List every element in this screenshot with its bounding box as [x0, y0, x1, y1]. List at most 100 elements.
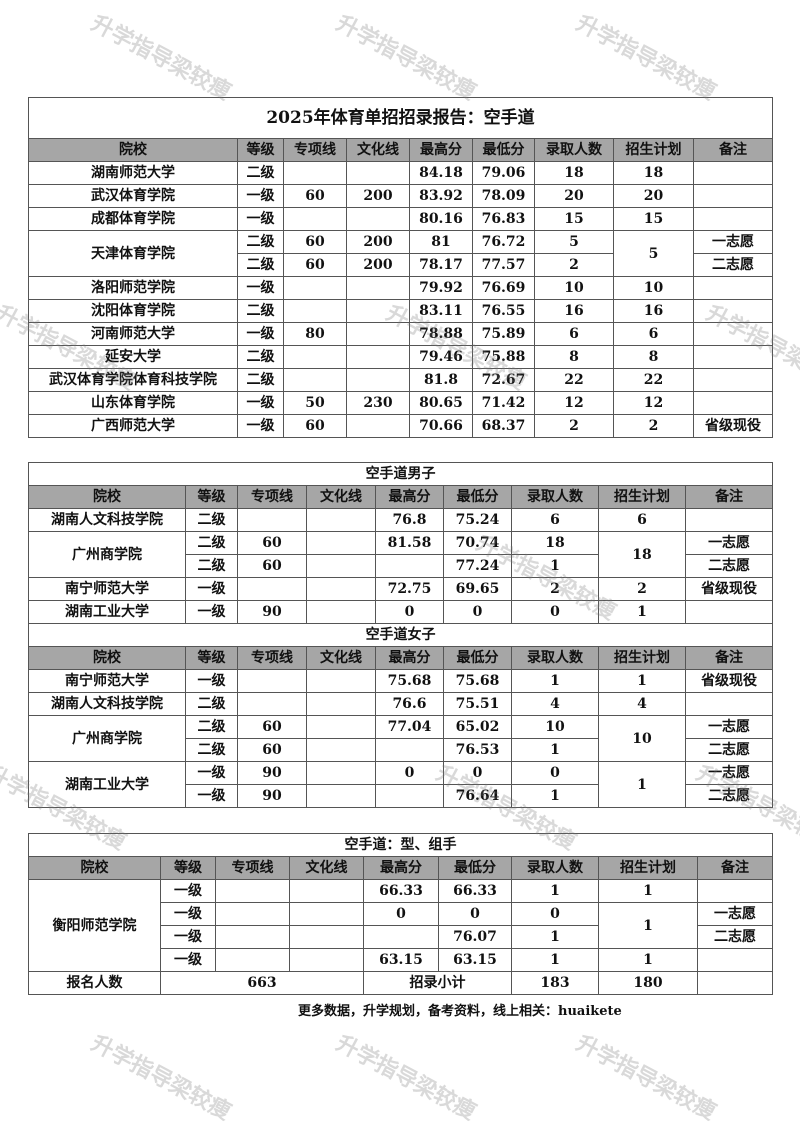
cell-min-score: 0 [443, 761, 512, 785]
cell-culture-line [346, 207, 410, 231]
cell-school: 湖南人文科技学院 [28, 508, 186, 532]
cell-special-line [283, 299, 347, 323]
table-row: 一级 90 76.64 1 二志愿 [29, 784, 774, 808]
cell-level: 二级 [185, 692, 238, 716]
cell-school: 武汉体育学院 [28, 184, 238, 208]
cell-admitted: 6 [511, 508, 599, 532]
cell-plan: 18 [598, 531, 686, 578]
cell-min-score: 75.68 [443, 669, 512, 693]
watermark: 升学指导梁较瘦 [86, 1031, 235, 1126]
cell-remark [692, 276, 774, 300]
cell-admitted: 1 [511, 669, 599, 693]
cell-admitted: 20 [534, 184, 614, 208]
cell-culture-line [306, 600, 376, 624]
cell-culture-line [306, 715, 376, 739]
cell-remark [692, 322, 774, 346]
column-header-remark: 备注 [684, 485, 774, 509]
cell-admitted: 12 [534, 391, 614, 415]
cell-admitted: 1 [511, 554, 599, 578]
cell-level: 二级 [185, 508, 238, 532]
table-row: 湖南人文科技学院 二级 76.6 75.51 4 4 [28, 692, 774, 716]
cell-special-line: 60 [237, 715, 307, 739]
cell-remark [684, 600, 774, 624]
table-row: 湖南工业大学 一级 90 0 0 0 1 [28, 600, 774, 624]
cell-plan: 15 [613, 207, 694, 231]
cell-culture-line [306, 784, 376, 808]
cell-remark [692, 368, 774, 392]
cell-special-line [283, 368, 347, 392]
cell-max-score: 75.68 [375, 669, 444, 693]
cell-max-score [375, 784, 444, 808]
cell-special-line: 60 [237, 738, 307, 762]
cell-plan: 5 [613, 230, 694, 277]
column-header-level: 等级 [160, 856, 216, 880]
cell-remark: 一志愿 [684, 761, 774, 785]
cell-level: 二级 [237, 230, 284, 254]
cell-remark [684, 692, 774, 716]
cell-special-line: 60 [283, 253, 347, 277]
column-header-min-score: 最低分 [438, 856, 512, 880]
table-karate-men-women: 空手道男子 院校 等级 专项线 文化线 最高分 最低分 录取人数 招生计划 备注 湖南人文科技学院二… [27, 462, 774, 808]
cell-min-score: 76.69 [472, 276, 535, 300]
cell-plan: 10 [598, 715, 686, 762]
column-header-special-line: 专项线 [237, 485, 307, 509]
summary-cell: 180 [598, 971, 698, 995]
cell-level: 一级 [185, 784, 238, 808]
table-karate-kata-kumite: 空手道：型、组手 院校 等级 专项线 文化线 最高分 最低分 录取人数 招生计划 备注 衡阳师范学院… [27, 833, 774, 995]
cell-level: 一级 [160, 879, 216, 903]
table-row: 二级 60 77.24 1 二志愿 [29, 554, 774, 578]
column-header-max-score: 最高分 [363, 856, 439, 880]
cell-remark: 一志愿 [696, 902, 774, 926]
column-header-school: 院校 [28, 646, 186, 670]
table-row: 河南师范大学 一级 80 78.88 75.89 6 6 [28, 322, 774, 346]
cell-remark [692, 345, 774, 369]
cell-plan: 1 [598, 669, 686, 693]
cell-max-score: 81 [409, 230, 473, 254]
cell-min-score: 69.65 [443, 577, 512, 601]
cell-school: 湖南工业大学 [28, 761, 186, 808]
cell-max-score: 66.33 [363, 879, 439, 903]
table-title: 空手道男子 [27, 462, 774, 486]
cell-culture-line: 200 [346, 253, 410, 277]
cell-max-score: 80.65 [409, 391, 473, 415]
table-karate-overall: 2025年体育单招招录报告：空手道 院校 等级 专项线 文化线 最高分 最低分 录取人数 招生计… [27, 97, 774, 438]
watermark: 升学指导梁较瘦 [571, 1031, 720, 1126]
column-header-special-line: 专项线 [237, 646, 307, 670]
cell-special-line: 90 [237, 784, 307, 808]
cell-school: 沈阳体育学院 [28, 299, 238, 323]
column-header-school: 院校 [28, 856, 161, 880]
summary-cell [696, 971, 774, 995]
cell-special-line: 90 [237, 600, 307, 624]
column-header-remark: 备注 [692, 138, 774, 162]
cell-culture-line [306, 669, 376, 693]
cell-remark: 二志愿 [684, 738, 774, 762]
cell-special-line [237, 508, 307, 532]
cell-level: 二级 [237, 368, 284, 392]
cell-culture-line [346, 299, 410, 323]
cell-plan: 6 [613, 322, 694, 346]
cell-min-score: 70.74 [443, 531, 512, 555]
cell-school: 天津体育学院 [28, 230, 238, 277]
cell-level: 二级 [237, 161, 284, 185]
cell-special-line [215, 925, 290, 949]
cell-admitted: 5 [534, 230, 614, 254]
cell-plan: 8 [613, 345, 694, 369]
cell-min-score: 75.88 [472, 345, 535, 369]
summary-cell: 663 [160, 971, 364, 995]
cell-level: 一级 [237, 276, 284, 300]
column-header-special-line: 专项线 [215, 856, 290, 880]
cell-remark: 一志愿 [692, 230, 774, 254]
cell-admitted: 18 [511, 531, 599, 555]
cell-special-line [237, 669, 307, 693]
cell-school: 成都体育学院 [28, 207, 238, 231]
column-header-max-score: 最高分 [409, 138, 473, 162]
table-row: 广西师范大学 一级 60 70.66 68.37 2 2 省级现役 [28, 414, 774, 438]
cell-level: 二级 [185, 554, 238, 578]
watermark: 升学指导梁较瘦 [331, 1031, 480, 1126]
cell-max-score: 81.8 [409, 368, 473, 392]
cell-plan: 16 [613, 299, 694, 323]
cell-min-score: 78.09 [472, 184, 535, 208]
cell-admitted: 1 [511, 925, 599, 949]
cell-max-score: 79.92 [409, 276, 473, 300]
cell-remark [692, 299, 774, 323]
